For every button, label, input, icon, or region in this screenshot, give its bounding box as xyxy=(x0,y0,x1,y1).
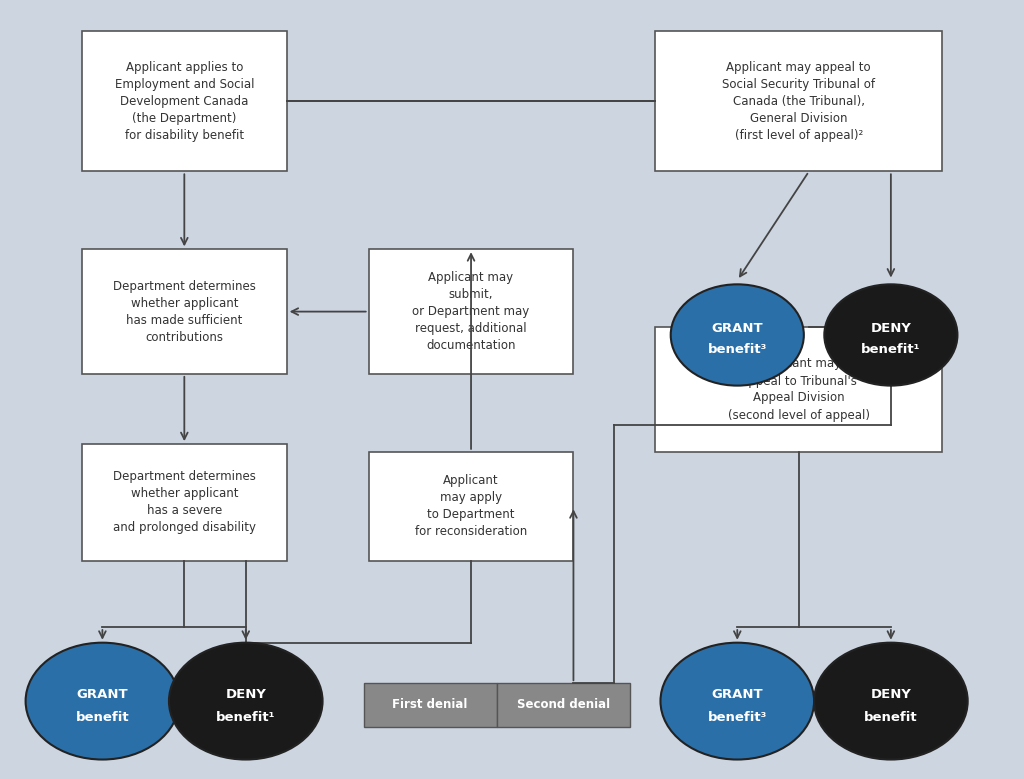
Circle shape xyxy=(26,643,179,760)
FancyBboxPatch shape xyxy=(369,452,573,561)
FancyBboxPatch shape xyxy=(497,683,630,727)
Circle shape xyxy=(169,643,323,760)
Text: GRANT: GRANT xyxy=(77,688,128,700)
Circle shape xyxy=(660,643,814,760)
Text: Applicant may
appeal to Tribunal's
Appeal Division
(second level of appeal): Applicant may appeal to Tribunal's Appea… xyxy=(728,358,869,421)
FancyBboxPatch shape xyxy=(82,249,287,374)
Text: First denial: First denial xyxy=(392,699,468,711)
Text: Applicant may
submit,
or Department may
request, additional
documentation: Applicant may submit, or Department may … xyxy=(413,271,529,352)
Text: benefit¹: benefit¹ xyxy=(861,343,921,356)
Text: GRANT: GRANT xyxy=(712,688,763,700)
Text: benefit: benefit xyxy=(76,711,129,724)
Text: Second denial: Second denial xyxy=(517,699,609,711)
Text: benefit: benefit xyxy=(864,711,918,724)
Text: Department determines
whether applicant
has made sufficient
contributions: Department determines whether applicant … xyxy=(113,280,256,344)
Text: Applicant may appeal to
Social Security Tribunal of
Canada (the Tribunal),
Gener: Applicant may appeal to Social Security … xyxy=(722,61,876,142)
Text: Applicant
may apply
to Department
for reconsideration: Applicant may apply to Department for re… xyxy=(415,474,527,538)
Text: Department determines
whether applicant
has a severe
and prolonged disability: Department determines whether applicant … xyxy=(113,471,256,534)
Circle shape xyxy=(671,284,804,386)
FancyBboxPatch shape xyxy=(364,683,497,727)
FancyBboxPatch shape xyxy=(82,31,287,171)
Text: DENY: DENY xyxy=(870,688,911,700)
Circle shape xyxy=(814,643,968,760)
Text: benefit³: benefit³ xyxy=(708,711,767,724)
Circle shape xyxy=(824,284,957,386)
FancyBboxPatch shape xyxy=(369,249,573,374)
Text: DENY: DENY xyxy=(225,688,266,700)
FancyBboxPatch shape xyxy=(655,31,942,171)
FancyBboxPatch shape xyxy=(655,327,942,452)
Text: benefit¹: benefit¹ xyxy=(216,711,275,724)
Text: benefit³: benefit³ xyxy=(708,343,767,356)
FancyBboxPatch shape xyxy=(82,444,287,561)
Text: Applicant applies to
Employment and Social
Development Canada
(the Department)
f: Applicant applies to Employment and Soci… xyxy=(115,61,254,142)
Text: DENY: DENY xyxy=(870,323,911,336)
Text: GRANT: GRANT xyxy=(712,323,763,336)
